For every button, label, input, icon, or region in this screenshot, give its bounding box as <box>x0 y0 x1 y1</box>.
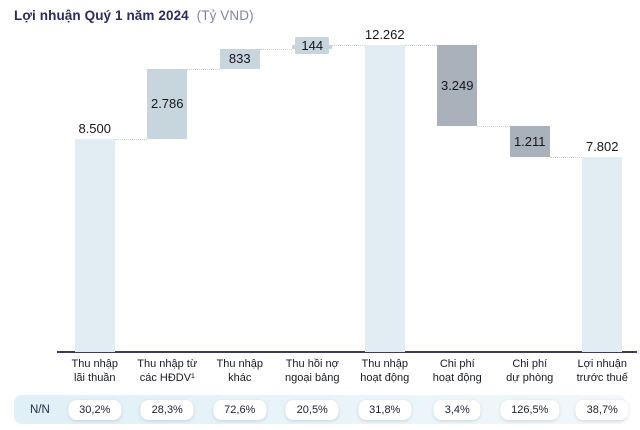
bar-value-label: 833 <box>228 51 251 67</box>
x-axis-label: Thu nhập hoạt động <box>360 358 410 385</box>
bar-value-label: 12.262 <box>364 27 405 43</box>
x-axis-label: Thu hồi nợ ngoại bảng <box>285 358 340 385</box>
bar-value-label: 144 <box>274 36 350 54</box>
x-axis-label: Lợi nhuận trước thuế <box>576 358 628 385</box>
bar-value-label: 2.786 <box>150 96 184 112</box>
waterfall-bar <box>437 45 478 127</box>
growth-pill: 28,3% <box>140 399 194 420</box>
x-axis-label: Thu nhập từ các HĐDV¹ <box>137 358 198 385</box>
waterfall-connector <box>549 156 583 158</box>
growth-pill: 3,4% <box>433 399 481 420</box>
x-axis-line <box>57 351 637 353</box>
growth-band: N/N 30,2% 28,3% 72,6% 20,5% 31,8% 3,4% 126,5% 3… <box>14 395 629 424</box>
waterfall-connector <box>477 126 510 128</box>
x-axis-label: Chi phí hoạt động <box>432 358 482 385</box>
bar-value-label: 7.802 <box>585 138 619 154</box>
x-axis-label: Chi phí dự phòng <box>506 358 554 385</box>
growth-pill: 38,7% <box>575 399 629 420</box>
waterfall-connector <box>114 139 148 141</box>
x-axis-label: Thu nhập khác <box>216 358 263 385</box>
bar-value-label: 1.211 <box>513 133 546 149</box>
x-axis-label: Thu nhập lãi thuần <box>71 358 118 385</box>
bar-value-label: 3.249 <box>440 77 474 93</box>
waterfall-bar <box>582 156 623 352</box>
growth-pill: 72,6% <box>213 399 267 420</box>
chart-title-unit: (Tỷ VND) <box>196 8 254 23</box>
growth-band-label: N/N <box>30 403 50 416</box>
waterfall-bar <box>364 45 405 352</box>
chart-title: Lợi nhuận Quý 1 năm 2024 (Tỷ VND) <box>14 8 254 23</box>
growth-pill: 31,8% <box>358 399 412 420</box>
growth-pill: 20,5% <box>285 399 339 420</box>
waterfall-connector <box>404 45 438 47</box>
waterfall-bar <box>509 126 550 157</box>
growth-pill: 30,2% <box>68 399 122 420</box>
waterfall-bar <box>219 48 260 70</box>
waterfall-connector <box>259 48 293 50</box>
waterfall-connector <box>187 69 220 71</box>
bar-value-label: 8.500 <box>78 121 112 137</box>
chart-title-text: Lợi nhuận Quý 1 năm 2024 <box>14 8 189 23</box>
waterfall-bar <box>147 69 188 140</box>
waterfall-bar <box>74 139 115 352</box>
growth-pill: 126,5% <box>500 399 560 420</box>
waterfall-connector <box>332 45 365 46</box>
